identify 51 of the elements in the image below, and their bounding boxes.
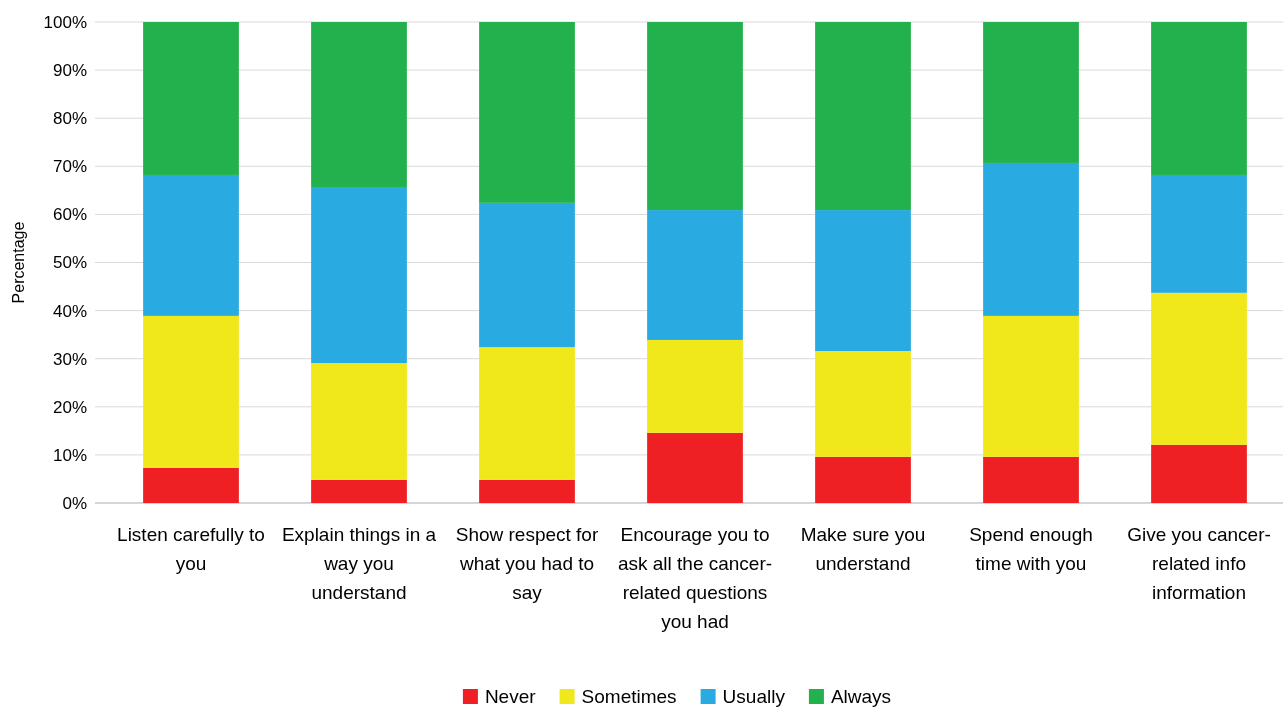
bar xyxy=(647,432,743,503)
bar xyxy=(815,210,911,351)
bar xyxy=(311,363,407,480)
y-tick-label: 30% xyxy=(52,349,87,369)
y-tick-label: 100% xyxy=(43,12,87,32)
y-tick-label: 0% xyxy=(62,493,87,513)
y-tick-label: 70% xyxy=(52,157,87,177)
bar xyxy=(815,351,911,457)
x-tick-label: Explain things in a way you understand xyxy=(281,524,437,603)
x-tick-label: Spend enough time with you xyxy=(969,524,1093,574)
y-tick-label: 90% xyxy=(52,61,87,81)
legend-label: Sometimes xyxy=(581,686,677,707)
x-tick-label: Give you cancer-related info information xyxy=(1127,524,1271,603)
y-tick-label: 60% xyxy=(52,205,87,225)
y-tick-label: 40% xyxy=(52,301,87,321)
x-tick-label: Make sure you understand xyxy=(800,524,926,574)
x-tick-label: Encourage you to ask all the cancer-related questions you had xyxy=(617,524,773,632)
bar xyxy=(983,456,1079,503)
bar xyxy=(815,456,911,503)
x-tick-label: Listen carefully to you xyxy=(117,524,265,574)
bar xyxy=(983,315,1079,457)
bar xyxy=(479,479,575,503)
bar xyxy=(479,22,575,203)
bar xyxy=(311,479,407,503)
bar xyxy=(1151,444,1247,503)
y-tick-label: 10% xyxy=(52,445,87,465)
bar xyxy=(1151,174,1247,293)
bar xyxy=(647,210,743,340)
bar xyxy=(983,22,1079,163)
bar xyxy=(143,315,239,468)
bar xyxy=(311,22,407,187)
y-axis-title: Percentage xyxy=(10,221,27,304)
legend-label: Usually xyxy=(722,686,786,707)
bar xyxy=(143,467,239,503)
bar xyxy=(479,202,575,348)
bar xyxy=(1151,292,1247,445)
legend-label: Never xyxy=(484,686,537,707)
y-tick-label: 80% xyxy=(52,109,87,129)
y-tick-label: 20% xyxy=(52,397,87,417)
bar xyxy=(143,174,239,316)
x-tick-label: Show respect for what you had to say xyxy=(455,524,599,603)
bar xyxy=(983,162,1079,316)
bar xyxy=(479,347,575,480)
bar xyxy=(647,22,743,211)
bar xyxy=(647,339,743,433)
bar xyxy=(311,186,407,364)
bar xyxy=(815,22,911,211)
legend-label: Always xyxy=(830,686,892,707)
y-tick-label: 50% xyxy=(52,253,87,273)
bar xyxy=(1151,22,1247,175)
bar xyxy=(143,22,239,175)
